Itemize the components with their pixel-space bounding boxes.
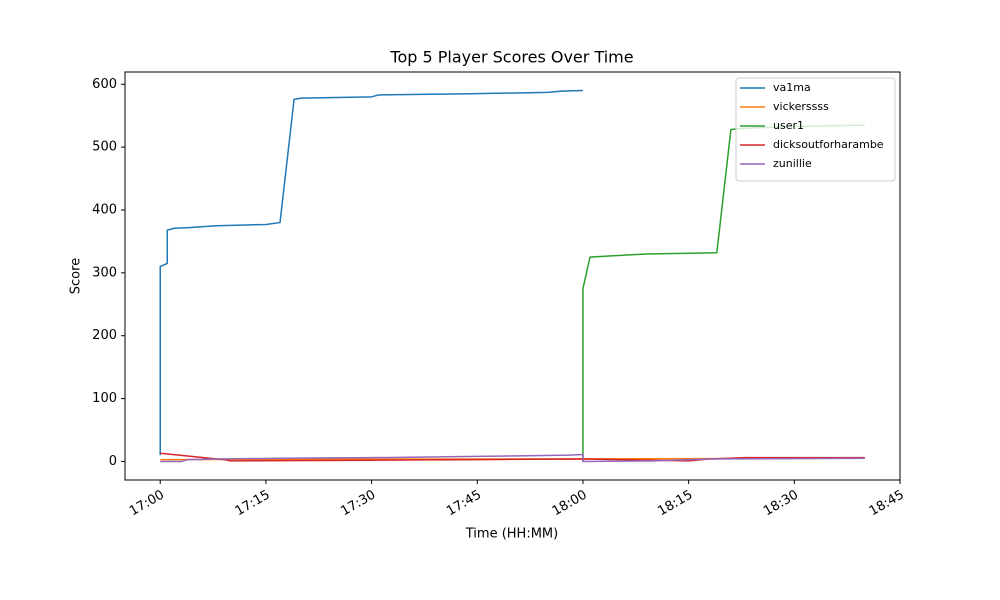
- legend-label: vickerssss: [773, 100, 829, 113]
- chart-title: Top 5 Player Scores Over Time: [389, 48, 633, 67]
- x-tick-label: 18:30: [761, 488, 801, 520]
- y-tick-label: 400: [92, 202, 117, 217]
- x-tick-label: 17:45: [444, 488, 484, 520]
- legend-label: va1ma: [773, 81, 811, 94]
- series-line: [159, 89, 583, 456]
- x-tick-label: 17:00: [127, 488, 167, 520]
- y-tick-label: 0: [109, 454, 117, 469]
- x-tick-label: 18:15: [655, 488, 695, 520]
- y-tick-label: 100: [92, 391, 117, 406]
- legend-label: user1: [773, 119, 804, 132]
- plot-frame: [124, 71, 901, 481]
- y-tick-label: 200: [92, 328, 117, 343]
- x-tick-label: 18:00: [550, 488, 590, 520]
- series-line: [160, 453, 865, 463]
- y-tick-label: 600: [92, 77, 117, 92]
- legend-label: zunillie: [773, 157, 812, 170]
- y-tick-label: 500: [92, 140, 117, 155]
- x-tick-label: 17:15: [233, 488, 273, 520]
- legend-label: dicksoutforharambe: [773, 138, 884, 151]
- x-axis-label: Time (HH:MM): [465, 527, 558, 542]
- legend-box: [735, 77, 896, 182]
- y-tick-label: 300: [92, 265, 117, 280]
- y-axis-label: Score: [69, 258, 84, 294]
- x-tick-label: 18:45: [867, 488, 907, 520]
- legend: va1ma vickerssss user1 dicksoutforharambe zu…: [735, 77, 896, 182]
- x-tick-label: 17:30: [338, 488, 378, 520]
